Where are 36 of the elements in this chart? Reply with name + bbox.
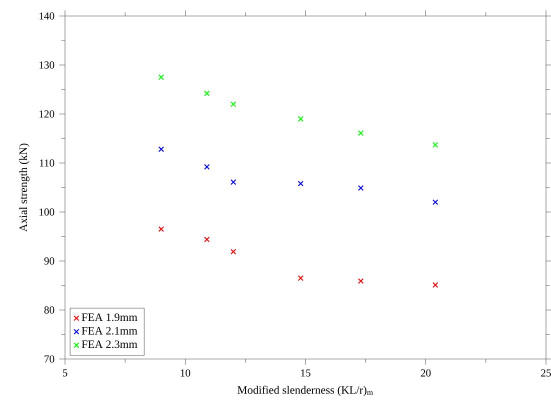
y-tick-label: 80 — [44, 306, 54, 314]
point — [298, 180, 304, 186]
y-axis-title: Axial strength (kN) — [19, 144, 30, 232]
point — [358, 185, 364, 191]
point — [230, 101, 236, 108]
point — [204, 164, 210, 170]
y-tick-label: 70 — [44, 355, 54, 363]
x-tick-label: 15 — [301, 369, 310, 377]
point — [358, 278, 364, 284]
y-tick-label: 140 — [40, 12, 54, 20]
point — [204, 236, 210, 242]
point — [158, 146, 164, 152]
legend-label: FEA 1.9mm — [82, 313, 138, 322]
point — [432, 142, 438, 148]
x-tick-label: 10 — [180, 369, 190, 377]
point — [230, 248, 236, 255]
point — [158, 226, 164, 232]
y-tick-label: 110 — [40, 159, 54, 167]
x-tick-label: 20 — [420, 369, 431, 377]
legend-label: FEA 2.3mm — [82, 340, 138, 348]
y-tick-label: 130 — [40, 61, 54, 69]
point — [230, 179, 236, 185]
point — [298, 116, 304, 122]
y-tick-label: 100 — [40, 208, 54, 216]
y-tick-label: 120 — [40, 110, 54, 118]
point — [358, 130, 364, 136]
x-tick-label: 25 — [541, 369, 551, 377]
point — [298, 275, 304, 282]
y-tick-label: 90 — [44, 257, 54, 265]
point — [158, 74, 164, 80]
x-axis-title: Modified slenderness (KL/r)$_{m}$ — [238, 386, 373, 396]
legend-label: FEA 2.1mm — [82, 326, 138, 335]
point — [432, 199, 438, 206]
point — [204, 90, 210, 96]
point — [432, 282, 438, 288]
x-tick-label: 5 — [62, 369, 68, 376]
